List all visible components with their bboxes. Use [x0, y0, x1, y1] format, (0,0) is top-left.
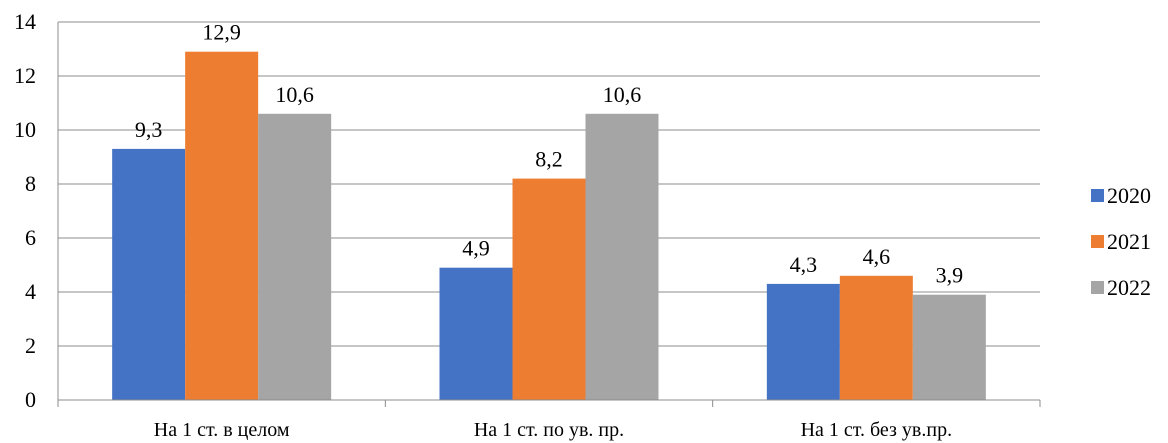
- legend-label: 2021: [1107, 229, 1151, 254]
- bar-2020-3: [766, 283, 840, 400]
- x-category-label: На 1 ст. в целом: [154, 419, 290, 441]
- data-label: 4,9: [462, 236, 490, 261]
- bar-2022-3: [912, 294, 986, 400]
- bar-2021-2: [512, 178, 586, 400]
- y-tick-label: 14: [14, 9, 36, 34]
- data-label: 8,2: [535, 147, 563, 172]
- data-label: 3,9: [936, 263, 964, 288]
- data-label: 10,6: [275, 82, 314, 107]
- legend-swatch-2021: [1091, 235, 1104, 248]
- bar-2020-2: [439, 267, 513, 400]
- y-tick-label: 0: [25, 387, 36, 412]
- bar-2022-1: [258, 113, 332, 401]
- data-label: 9,3: [135, 117, 163, 142]
- y-tick-label: 6: [25, 225, 36, 250]
- legend-label: 2020: [1107, 183, 1151, 208]
- bar-2021-3: [839, 275, 913, 400]
- y-tick-label: 8: [25, 171, 36, 196]
- y-tick-label: 12: [14, 63, 36, 88]
- data-label: 10,6: [603, 82, 642, 107]
- data-label: 4,6: [863, 244, 891, 269]
- legend-label: 2022: [1107, 275, 1151, 300]
- legend-swatch-2022: [1091, 281, 1104, 294]
- bar-2022-2: [585, 113, 659, 401]
- x-category-label: На 1 ст. без ув.пр.: [801, 419, 953, 441]
- x-category-label: На 1 ст. по ув. пр.: [474, 419, 624, 441]
- y-tick-label: 10: [14, 117, 36, 142]
- y-tick-label: 2: [25, 333, 36, 358]
- bar-2020-1: [112, 148, 186, 400]
- data-label: 12,9: [202, 20, 241, 45]
- data-label: 4,3: [790, 252, 818, 277]
- bar-2021-1: [185, 51, 259, 400]
- legend-swatch-2020: [1091, 189, 1104, 202]
- y-tick-label: 4: [25, 279, 36, 304]
